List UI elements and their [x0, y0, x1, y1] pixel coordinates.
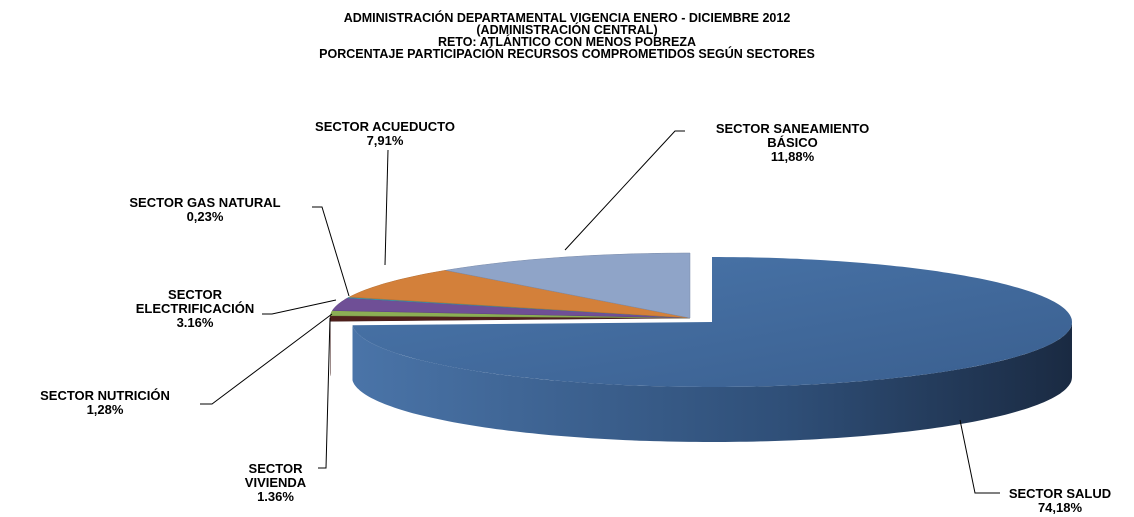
leader-line: [262, 299, 337, 315]
leader-line: [318, 317, 331, 469]
category-label: SECTOR ELECTRIFICACIÓN: [135, 287, 255, 316]
value-label: 74,18%: [1037, 500, 1083, 515]
chart-title: (ADMINISTRACIÓN CENTRAL): [476, 23, 658, 37]
data-label: SECTOR SALUD 74,18%: [985, 487, 1134, 515]
value-label: 1,28%: [86, 402, 124, 417]
value-label: 11,88%: [770, 149, 815, 164]
leader-line: [384, 149, 389, 266]
category-label: SECTOR ACUEDUCTO: [315, 119, 455, 134]
chart-title: PORCENTAJE PARTICIPACIÓN RECURSOS COMPRO…: [319, 47, 815, 61]
value-label: 7,91%: [366, 133, 404, 148]
value-label: 3.16%: [176, 315, 214, 330]
leader-line: [564, 130, 685, 251]
category-label: SECTOR SANEAMIENTO BÁSICO: [715, 121, 870, 150]
leader-line: [200, 313, 333, 405]
leader-line: [959, 419, 1000, 494]
slice: [352, 257, 1072, 387]
category-label: SECTOR SALUD: [1008, 486, 1112, 501]
data-label: SECTOR NUTRICIÓN 1,28%: [5, 389, 205, 417]
value-label: 0,23%: [186, 209, 224, 224]
slice-side: [352, 322, 1072, 442]
data-label: SECTOR ACUEDUCTO 7,91%: [300, 120, 470, 148]
slice: [348, 270, 691, 319]
leader-line: [312, 206, 350, 297]
slice: [445, 252, 691, 319]
chart-title: RETO: ATLÁNTICO CON MENOS POBREZA: [437, 35, 697, 49]
chart-title: ADMINISTRACIÓN DEPARTAMENTAL VIGENCIA EN…: [343, 11, 791, 25]
value-label: 1.36%: [257, 489, 294, 504]
data-label: SECTOR VIVIENDA 1.36%: [228, 462, 323, 504]
data-label: SECTOR SANEAMIENTO BÁSICO 11,88%: [705, 122, 880, 164]
data-label: SECTOR ELECTRIFICACIÓN 3.16%: [130, 288, 260, 330]
category-label: SECTOR GAS NATURAL: [129, 195, 281, 210]
data-label: SECTOR GAS NATURAL 0,23%: [90, 196, 320, 224]
slice-side: [330, 318, 331, 377]
category-label: SECTOR NUTRICIÓN: [40, 388, 170, 403]
category-label: SECTOR VIVIENDA: [244, 461, 307, 490]
